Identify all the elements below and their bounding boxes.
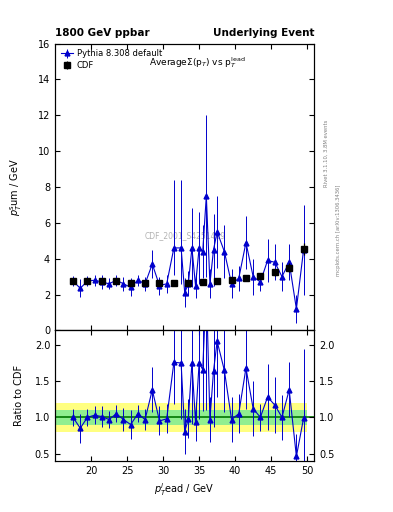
Bar	[113, 403, 127, 432]
Bar	[156, 403, 170, 432]
Bar	[70, 403, 84, 432]
Bar	[185, 410, 192, 424]
Bar	[228, 403, 242, 432]
Legend: Pythia 8.308 default, CDF: Pythia 8.308 default, CDF	[59, 48, 163, 72]
Bar	[199, 403, 206, 432]
Bar	[206, 403, 213, 432]
Bar	[127, 410, 141, 424]
Bar	[271, 410, 307, 424]
Bar	[178, 410, 185, 424]
Bar	[141, 410, 156, 424]
Text: Average$\Sigma$(p$_T$) vs p$_T^\mathregular{lead}$: Average$\Sigma$(p$_T$) vs p$_T^\mathregu…	[149, 55, 246, 70]
Bar	[221, 410, 228, 424]
Bar	[84, 410, 98, 424]
Bar	[213, 410, 221, 424]
Bar	[221, 403, 228, 432]
Bar	[192, 410, 199, 424]
Bar	[55, 403, 70, 432]
Bar	[271, 403, 307, 432]
Y-axis label: $p_T^\mathrm{s}$um / GeV: $p_T^\mathrm{s}$um / GeV	[9, 158, 24, 216]
Y-axis label: Ratio to CDF: Ratio to CDF	[14, 365, 24, 426]
Bar	[178, 403, 185, 432]
Bar	[113, 410, 127, 424]
Bar	[98, 403, 113, 432]
Bar	[228, 410, 242, 424]
Bar	[185, 403, 192, 432]
Text: CDF_2001_S4251469: CDF_2001_S4251469	[144, 231, 225, 240]
Bar	[192, 403, 199, 432]
Bar	[199, 410, 206, 424]
Bar	[242, 410, 257, 424]
Bar	[170, 403, 178, 432]
Bar	[257, 403, 271, 432]
Bar	[170, 410, 178, 424]
Text: Underlying Event: Underlying Event	[213, 28, 314, 38]
Bar	[242, 403, 257, 432]
Bar	[55, 410, 70, 424]
Bar	[257, 410, 271, 424]
Bar	[156, 410, 170, 424]
Text: Rivet 3.1.10, 3.8M events: Rivet 3.1.10, 3.8M events	[324, 120, 329, 187]
Bar	[84, 403, 98, 432]
Bar	[70, 410, 84, 424]
Bar	[127, 403, 141, 432]
Bar	[213, 403, 221, 432]
Text: 1800 GeV ppbar: 1800 GeV ppbar	[55, 28, 150, 38]
Bar	[98, 410, 113, 424]
X-axis label: $p_T^l$ead / GeV: $p_T^l$ead / GeV	[154, 481, 215, 498]
Bar	[206, 410, 213, 424]
Text: mcplots.cern.ch [arXiv:1306.3436]: mcplots.cern.ch [arXiv:1306.3436]	[336, 185, 341, 276]
Bar	[141, 403, 156, 432]
